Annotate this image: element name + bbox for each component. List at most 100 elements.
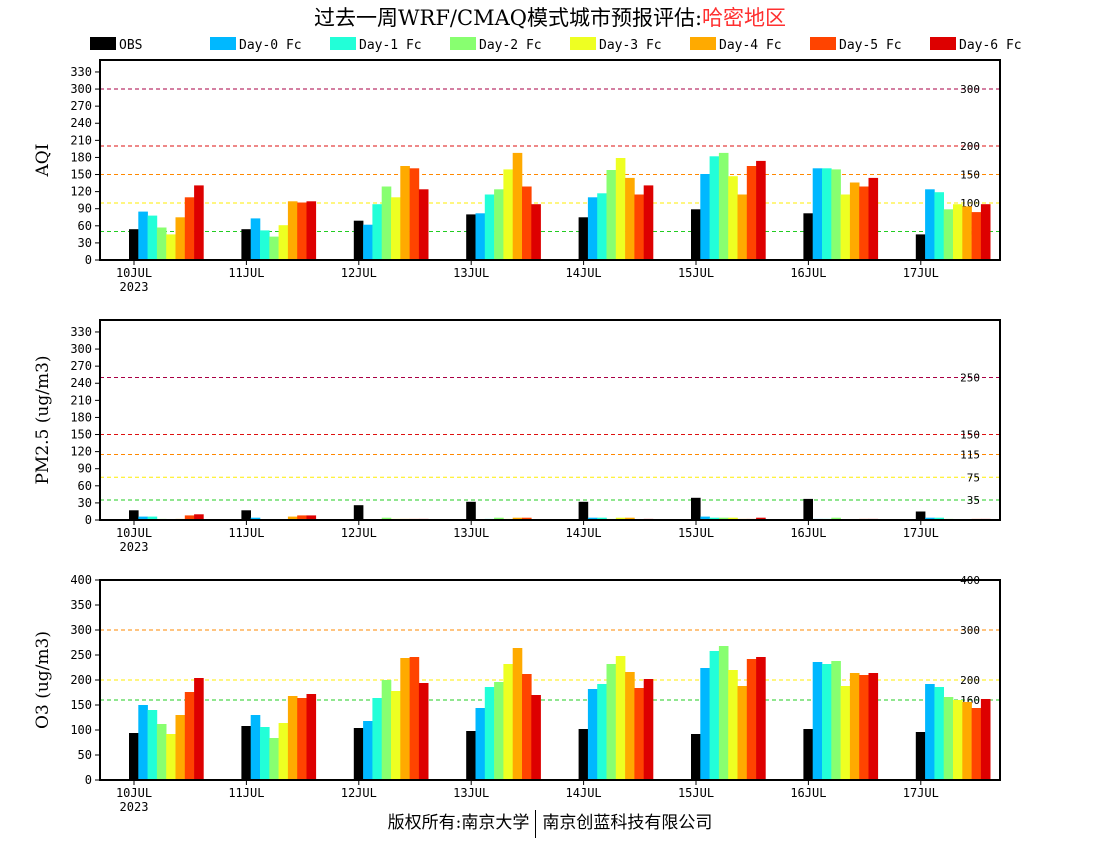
x-tick-label: 13JUL <box>453 786 489 800</box>
bar-day-1-fc <box>260 727 270 780</box>
legend-swatch <box>90 37 116 50</box>
bar-day-0-fc <box>138 516 148 520</box>
x-tick-label: 12JUL <box>341 786 377 800</box>
bar-day-2-fc <box>831 169 841 260</box>
x-tick-label: 17JUL <box>903 266 939 280</box>
x-tick-label: 12JUL <box>341 266 377 280</box>
y-tick-label: 120 <box>70 185 92 199</box>
title-region: 哈密地区 <box>702 6 787 30</box>
bar-day-0-fc <box>587 689 598 780</box>
bar-day-1-fc <box>934 687 944 780</box>
bar-day-0-fc <box>700 668 710 780</box>
copyright-footer: 版权所有:南京大学 南京创蓝科技有限公司 <box>0 808 1100 838</box>
y-tick-label: 0 <box>85 773 92 787</box>
y-tick-label: 400 <box>70 573 92 587</box>
panel-2: 16020030040005010015020025030035040010JU… <box>33 573 1001 814</box>
bar-day-0-fc <box>475 708 486 780</box>
legend-label: Day-3 Fc <box>599 38 662 53</box>
bar-day-5-fc <box>522 517 532 520</box>
y-tick-label: 0 <box>85 253 92 267</box>
threshold-label: 200 <box>960 140 980 153</box>
bar-day-0-fc <box>812 168 823 260</box>
legend-swatch <box>570 37 596 50</box>
bar-day-2-fc <box>381 517 392 520</box>
bar-day-6-fc <box>531 204 541 260</box>
y-tick-label: 330 <box>70 65 92 79</box>
x-tick-label: 16JUL <box>790 266 826 280</box>
threshold-label: 150 <box>960 429 980 442</box>
y-tick-label: 200 <box>70 673 92 687</box>
bar-day-5-fc <box>522 186 532 260</box>
bar-day-3-fc <box>503 169 513 260</box>
bar-day-1-fc <box>709 517 720 520</box>
bar-day-2-fc <box>943 697 954 780</box>
bar-day-2-fc <box>381 186 392 260</box>
x-tick-label: 14JUL <box>566 266 602 280</box>
bar-day-4-fc <box>400 658 410 780</box>
bar-day-6-fc <box>194 678 204 780</box>
bar-day-6-fc <box>643 679 654 780</box>
threshold-label: 250 <box>960 372 980 385</box>
y-tick-label: 150 <box>70 698 92 712</box>
x-tick-label: 11JUL <box>228 266 264 280</box>
legend-label: Day-5 Fc <box>839 38 902 53</box>
bar-obs <box>466 214 476 260</box>
bar-obs <box>353 728 364 780</box>
bar-obs <box>241 726 251 780</box>
plot-frame <box>99 59 1001 261</box>
x-tick-label: 12JUL <box>341 526 377 540</box>
x-tick-label: 11JUL <box>228 526 264 540</box>
x-tick-label: 14JUL <box>566 786 602 800</box>
bar-obs <box>353 220 364 260</box>
bar-day-0-fc <box>250 715 261 780</box>
bar-day-6-fc <box>868 673 879 780</box>
panel-1: 35 75 115 150 250 0 30 60 90 120 150 180 210 240 270 30… <box>33 319 1001 554</box>
bar-day-0-fc <box>925 517 935 520</box>
bar-day-6-fc <box>306 201 317 260</box>
bar-day-5-fc <box>297 202 307 260</box>
bar-day-5-fc <box>409 168 420 260</box>
legend-label: Day-2 Fc <box>479 38 542 53</box>
x-tick-label: 17JUL <box>903 526 939 540</box>
y-tick-label: 270 <box>70 99 92 113</box>
bar-day-2-fc <box>718 152 729 260</box>
bar-day-0-fc <box>587 197 598 260</box>
legend-label: OBS <box>119 38 142 53</box>
bar-day-3-fc <box>278 723 289 780</box>
x-tick-label: 13JUL <box>453 266 489 280</box>
bar-day-2-fc <box>494 517 504 520</box>
bar-obs <box>691 209 701 260</box>
bar-day-3-fc <box>728 176 738 260</box>
title-main: 过去一周WRF/CMAQ模式城市预报评估: <box>313 6 703 30</box>
bar-day-5-fc <box>297 698 307 780</box>
x-tick-label: 10JUL <box>116 786 152 800</box>
legend-swatch <box>330 37 356 50</box>
x-tick-label: 11JUL <box>228 786 264 800</box>
bar-day-2-fc <box>156 227 167 260</box>
bar-day-4-fc <box>849 673 860 780</box>
bar-day-4-fc <box>849 182 860 260</box>
bar-day-0-fc <box>925 684 935 780</box>
bar-day-5-fc <box>184 515 195 520</box>
bar-day-1-fc <box>597 684 607 780</box>
bar-day-2-fc <box>606 664 617 780</box>
bar-day-6-fc <box>756 160 766 260</box>
bar-day-2-fc <box>494 682 504 780</box>
bar-day-1-fc <box>372 204 382 260</box>
threshold-label: 115 <box>960 448 980 461</box>
bar-day-3-fc <box>840 194 851 260</box>
legend-swatch <box>690 37 716 50</box>
bar-obs <box>241 229 251 260</box>
legend-label: Day-0 Fc <box>239 38 302 53</box>
bar-day-2-fc <box>718 646 729 780</box>
bar-day-6-fc <box>980 699 991 780</box>
x-year-label: 2023 <box>120 280 149 294</box>
bar-obs <box>915 234 926 260</box>
bar-day-0-fc <box>250 517 261 520</box>
bar-day-0-fc <box>363 721 373 780</box>
bar-day-1-fc <box>260 230 270 260</box>
bar-day-4-fc <box>625 177 635 260</box>
bar-day-6-fc <box>194 514 204 520</box>
bar-day-3-fc <box>391 197 401 260</box>
bar-day-6-fc <box>868 177 879 260</box>
